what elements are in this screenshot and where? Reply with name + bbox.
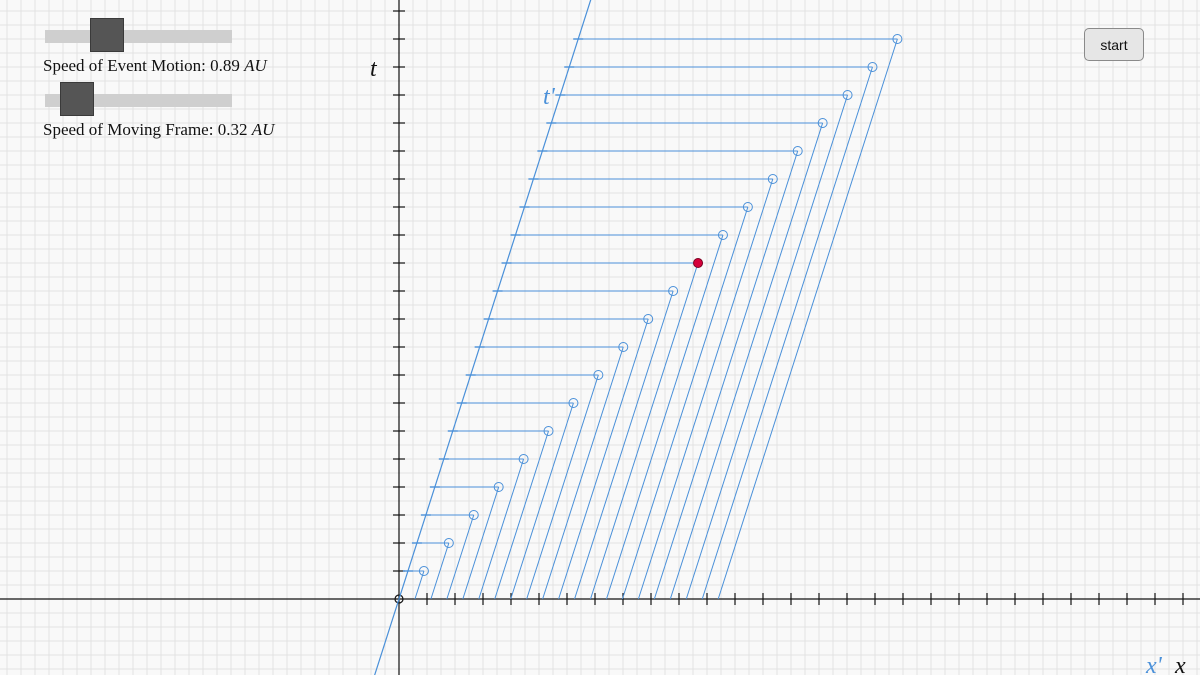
event-worldline — [526, 374, 599, 600]
event-marker — [418, 566, 429, 576]
event-marker — [742, 202, 753, 212]
event-worldline — [669, 122, 824, 600]
frame-speed-label: Speed of Moving Frame: 0.32 AU — [43, 120, 274, 140]
event-marker — [493, 482, 504, 492]
origin-marker — [394, 594, 404, 604]
event-worldline — [462, 486, 500, 600]
event-speed-label: Speed of Event Motion: 0.89 AU — [43, 56, 267, 76]
event-worldline — [446, 514, 475, 600]
event-worldline — [653, 150, 799, 600]
event-worldline — [685, 94, 849, 600]
event-marker — [618, 342, 629, 352]
moving-frame-lines — [374, 0, 903, 675]
event-worldline — [510, 402, 574, 600]
frame-speed-slider[interactable] — [45, 82, 232, 116]
t-axis-label: t — [370, 56, 378, 82]
event-marker — [543, 426, 554, 436]
frame-speed-value: 0.32 — [217, 120, 248, 139]
event-worldline — [717, 38, 898, 600]
x-axis-label: x — [1174, 653, 1186, 675]
event-worldline — [542, 346, 624, 600]
event-marker — [668, 286, 679, 296]
t-prime-axis — [374, 0, 592, 675]
event-worldline — [637, 178, 774, 600]
event-worldline — [558, 318, 649, 600]
t-prime-axis-label: t' — [543, 84, 556, 110]
event-marker — [767, 174, 778, 184]
event-speed-value: 0.89 — [210, 56, 240, 75]
event-marker — [443, 538, 454, 548]
frame-speed-slider-thumb[interactable] — [60, 82, 94, 116]
x-prime-axis-label: x' — [1145, 653, 1163, 675]
event-speed-label-text: Speed of Event Motion: — [43, 56, 211, 75]
event-speed-slider[interactable] — [45, 18, 232, 52]
event-worldline — [606, 234, 724, 600]
event-worldline — [494, 430, 549, 600]
event-marker — [717, 230, 728, 240]
frame-speed-unit: AU — [251, 120, 275, 139]
frame-speed-label-text: Speed of Moving Frame: — [43, 120, 218, 139]
event-marker — [792, 146, 803, 156]
event-marker — [568, 398, 579, 408]
axis-labels: t t' x' x — [370, 56, 1186, 675]
event-marker — [643, 314, 654, 324]
start-button[interactable]: start — [1084, 28, 1144, 61]
event-marker — [817, 118, 828, 128]
event-worldline — [430, 542, 450, 600]
event-worldline — [590, 262, 699, 600]
event-marker — [842, 90, 853, 100]
event-speed-unit: AU — [244, 56, 267, 75]
event-worldline — [701, 66, 873, 600]
event-worldline — [621, 206, 749, 600]
event-marker — [892, 34, 903, 44]
event-speed-slider-thumb[interactable] — [90, 18, 124, 52]
event-marker — [593, 370, 604, 380]
event-worldline — [574, 290, 674, 600]
event-marker — [867, 62, 878, 72]
event-marker — [468, 510, 479, 520]
event-worldline — [478, 458, 525, 600]
current-event-marker — [693, 258, 704, 268]
event-marker — [518, 454, 529, 464]
